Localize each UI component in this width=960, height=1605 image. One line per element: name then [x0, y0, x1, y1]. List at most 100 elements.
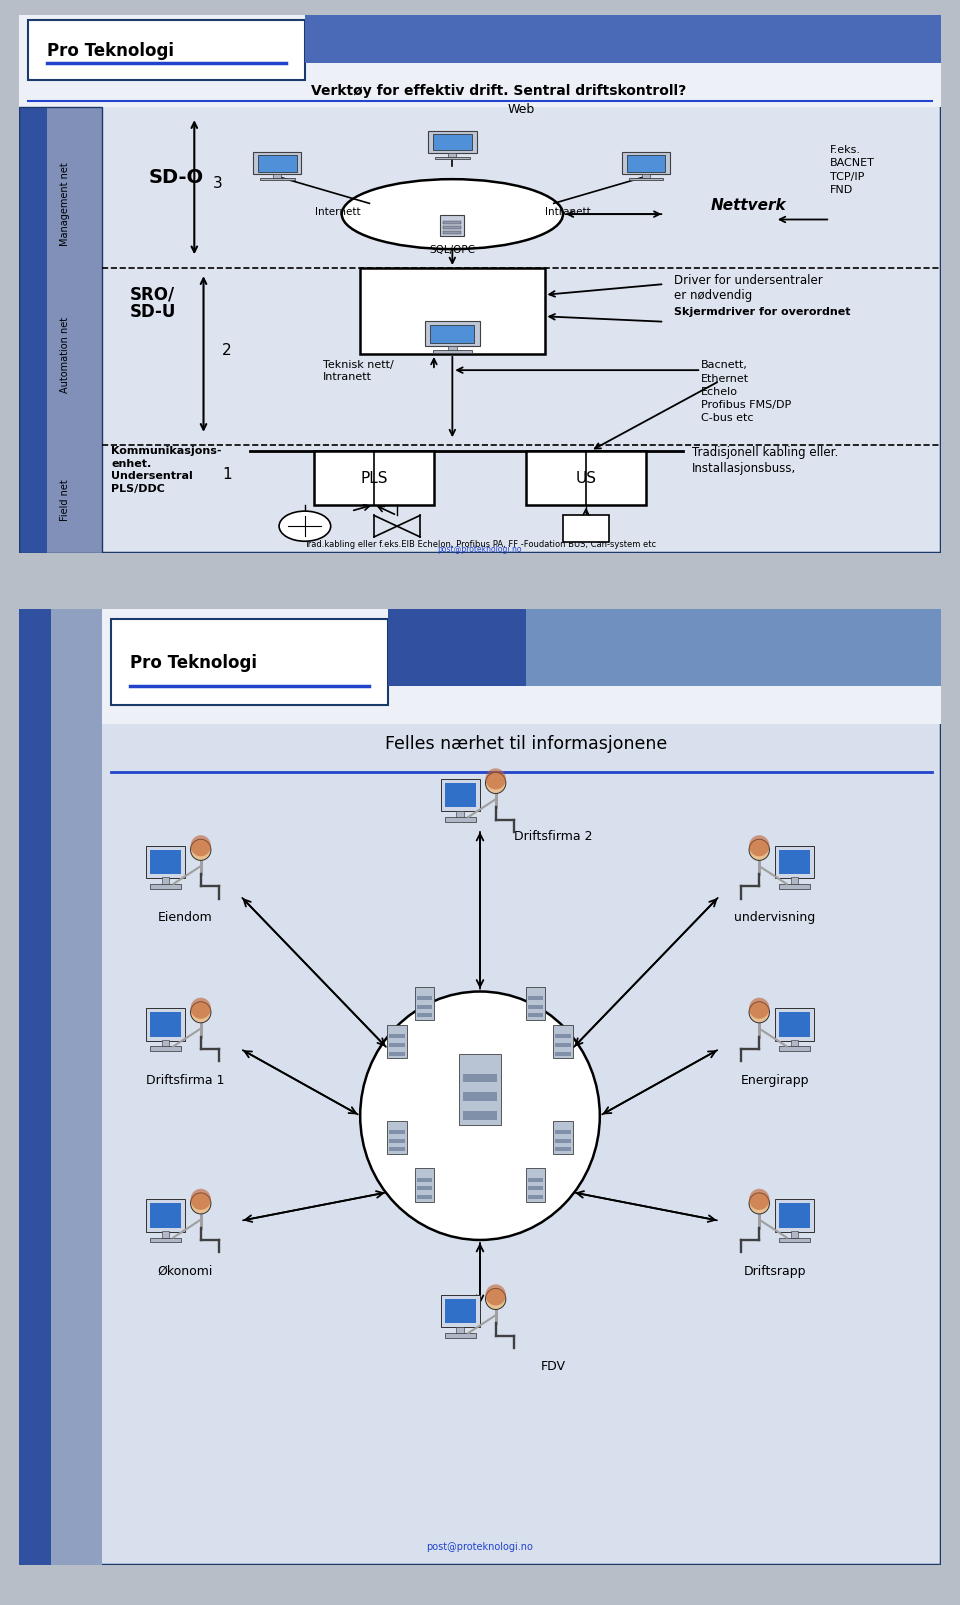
Bar — [464, 1074, 496, 1083]
Bar — [435, 157, 469, 160]
Text: Driftsfirma 1: Driftsfirma 1 — [146, 1074, 225, 1087]
Text: Management net: Management net — [60, 162, 70, 246]
Bar — [360, 268, 544, 355]
Bar — [553, 1026, 572, 1059]
Bar — [146, 1199, 185, 1233]
Text: undervisning: undervisning — [734, 910, 816, 924]
Bar — [102, 610, 941, 724]
Text: Internett: Internett — [315, 207, 360, 217]
Text: Pro Teknologi: Pro Teknologi — [47, 42, 174, 59]
Text: Pro Teknologi: Pro Teknologi — [130, 653, 256, 671]
Circle shape — [360, 992, 600, 1241]
Circle shape — [749, 836, 769, 857]
Bar — [791, 1231, 799, 1239]
Bar — [417, 997, 432, 1000]
Bar — [775, 1199, 814, 1233]
Bar — [779, 851, 810, 875]
Text: Driver for undersentraler
er nødvendig: Driver for undersentraler er nødvendig — [674, 274, 823, 302]
Bar — [444, 226, 462, 230]
Bar — [150, 851, 181, 875]
Bar — [553, 1120, 572, 1154]
Bar — [779, 884, 810, 889]
Text: US: US — [575, 470, 596, 486]
Bar — [425, 323, 480, 347]
Bar — [779, 1013, 810, 1037]
Bar — [417, 1186, 432, 1191]
Bar — [433, 351, 472, 355]
Bar — [150, 1204, 181, 1228]
Bar — [150, 884, 181, 889]
Bar — [150, 1013, 181, 1037]
Bar — [390, 1051, 405, 1056]
Bar — [779, 1237, 810, 1242]
Circle shape — [191, 1189, 211, 1210]
Bar — [29, 21, 305, 80]
Bar — [791, 878, 799, 886]
Bar — [528, 1178, 543, 1181]
Text: 2: 2 — [222, 343, 231, 358]
Bar — [526, 451, 646, 506]
Bar — [430, 326, 474, 343]
Bar — [641, 175, 650, 180]
Text: Kommunikasjons-
enhet.
Undersentral
PLS/DDC: Kommunikasjons- enhet. Undersentral PLS/… — [111, 446, 222, 493]
Bar — [390, 1148, 405, 1151]
Bar — [555, 1148, 570, 1151]
Text: 1: 1 — [222, 467, 231, 481]
Text: 3: 3 — [213, 177, 223, 191]
Bar — [447, 347, 457, 351]
Circle shape — [749, 1193, 769, 1215]
Bar — [428, 132, 476, 154]
Bar — [464, 1093, 496, 1101]
Bar — [19, 108, 47, 554]
Bar — [444, 1298, 476, 1324]
Text: Intranett: Intranett — [544, 207, 590, 217]
Bar — [528, 1186, 543, 1191]
Text: Driftsfirma 2: Driftsfirma 2 — [515, 830, 593, 843]
Bar — [444, 1334, 476, 1339]
Text: Verktøy for effektiv drift. Sentral driftskontroll?: Verktøy for effektiv drift. Sentral drif… — [311, 85, 686, 98]
Text: Nettverk: Nettverk — [710, 197, 786, 212]
Bar — [457, 1327, 465, 1334]
Bar — [415, 1168, 434, 1202]
Bar — [775, 846, 814, 878]
Bar — [779, 1046, 810, 1051]
Circle shape — [191, 1193, 211, 1215]
Bar — [563, 517, 609, 542]
Bar — [19, 16, 941, 108]
Bar — [459, 1054, 501, 1125]
Bar — [19, 108, 102, 554]
Bar — [161, 878, 169, 886]
Bar — [622, 152, 670, 175]
Text: Skjermdriver for overordnet: Skjermdriver for overordnet — [674, 307, 850, 316]
Bar — [305, 16, 941, 64]
Bar — [19, 610, 102, 1565]
Text: post@proteknologi.no: post@proteknologi.no — [426, 1541, 534, 1550]
Text: Driftsrapp: Driftsrapp — [744, 1265, 806, 1278]
Bar — [19, 610, 52, 1565]
Circle shape — [191, 836, 211, 857]
Bar — [146, 846, 185, 878]
Text: SD-O: SD-O — [148, 169, 204, 186]
Bar — [526, 1168, 545, 1202]
Circle shape — [191, 839, 211, 860]
Text: Eiendom: Eiendom — [157, 910, 212, 924]
Bar — [258, 156, 297, 172]
Bar — [150, 1046, 181, 1051]
Text: post@proteknologi.no: post@proteknologi.no — [438, 544, 522, 554]
Bar — [444, 221, 462, 225]
Bar — [448, 154, 457, 157]
Text: Økonomi: Økonomi — [157, 1265, 213, 1278]
Circle shape — [191, 1002, 211, 1024]
Bar — [528, 1014, 543, 1018]
Bar — [629, 180, 663, 181]
Circle shape — [749, 998, 769, 1019]
Bar — [417, 1005, 432, 1010]
Text: PLS: PLS — [360, 470, 388, 486]
Bar — [555, 1140, 570, 1143]
Bar — [441, 215, 465, 236]
Text: Bacnett,
Ethernet
Echelo
Profibus FMS/DP
C-bus etc: Bacnett, Ethernet Echelo Profibus FMS/DP… — [701, 360, 791, 424]
Bar — [779, 1204, 810, 1228]
Text: Felles nærhet til informasjonene: Felles nærhet til informasjonene — [385, 735, 667, 753]
Bar — [161, 1040, 169, 1048]
Circle shape — [749, 839, 769, 860]
